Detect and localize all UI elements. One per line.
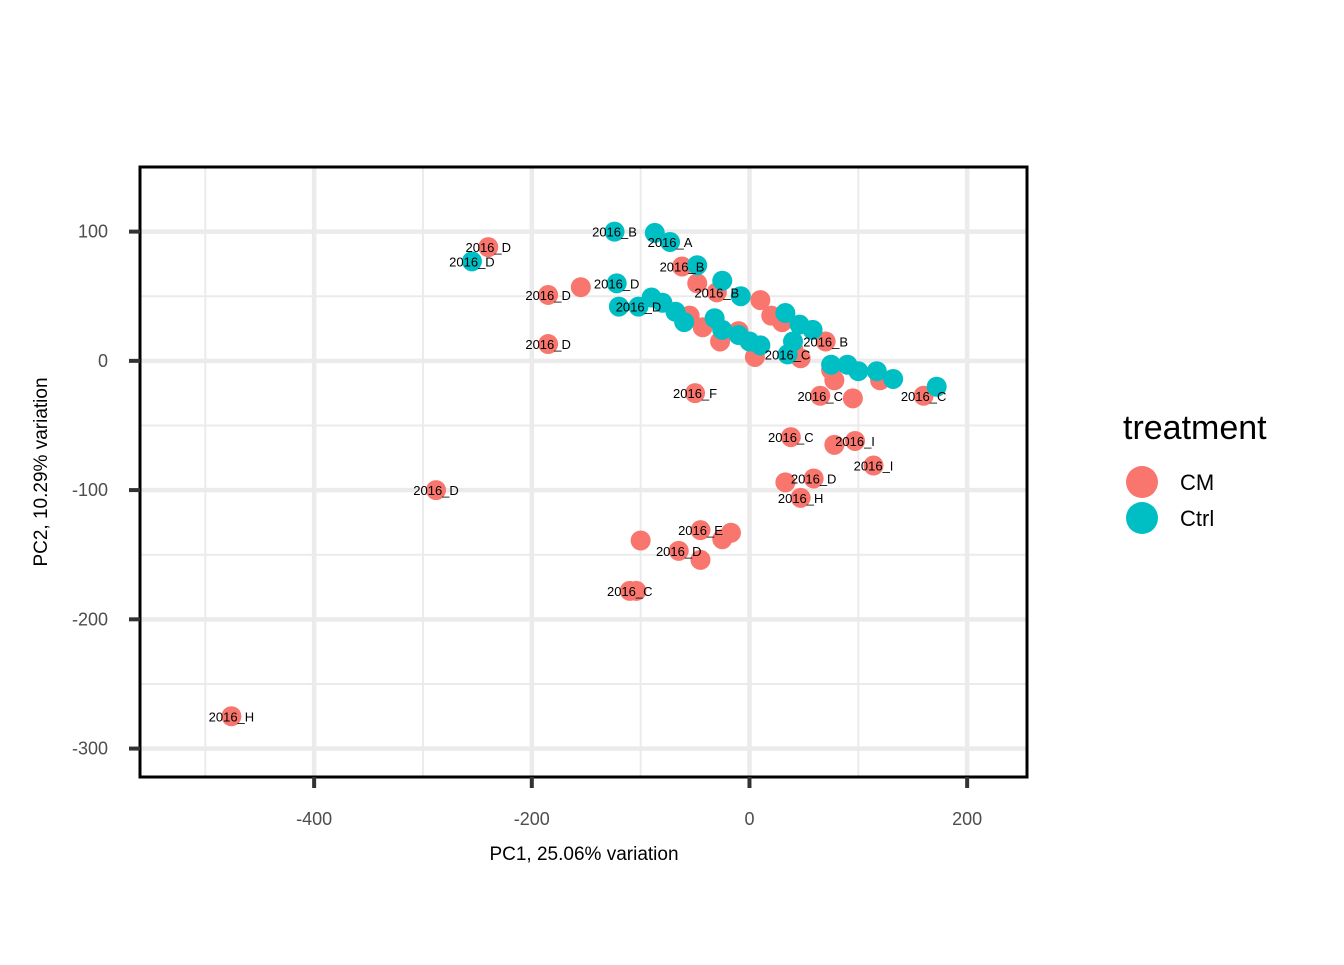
data-point-cm [720, 522, 741, 543]
data-label: 2016_H [209, 709, 255, 724]
data-point-cm [685, 383, 706, 404]
data-point-cm [671, 256, 692, 277]
data-point-cm [845, 430, 866, 451]
data-point-cm [810, 385, 831, 406]
data-label: 2016_D [616, 300, 662, 315]
y-tick-label: 100 [78, 222, 108, 242]
data-point-ctrl [750, 335, 771, 356]
data-label: 2016_I [854, 459, 894, 474]
data-label: 2016_D [465, 240, 511, 255]
data-point-cm [668, 540, 689, 561]
data-label: 2016_C [607, 584, 653, 599]
legend-key-cm [1126, 466, 1158, 498]
y-tick-label: -200 [72, 609, 108, 629]
panel-border [138, 165, 1029, 779]
data-label: 2016_C [768, 430, 814, 445]
x-axis-title: PC1, 25.06% variation [489, 844, 678, 865]
data-point-cm [538, 284, 559, 305]
data-point-ctrl [461, 251, 482, 272]
y-tick-label: 0 [98, 351, 108, 371]
data-point-ctrl [883, 368, 904, 389]
y-tick-label: -300 [72, 739, 108, 759]
data-point-ctrl [926, 376, 947, 397]
data-point-cm [842, 388, 863, 409]
data-point-cm [690, 520, 711, 541]
data-point-ctrl [712, 319, 733, 340]
data-point-cm [775, 472, 796, 493]
data-label: 2016_D [449, 254, 495, 269]
data-point-ctrl [712, 270, 733, 291]
data-label: 2016_B [660, 260, 705, 275]
data-point-cm [626, 580, 647, 601]
data-point-ctrl [775, 303, 796, 324]
data-label: 2016_I [835, 434, 875, 449]
data-point-ctrl [644, 222, 665, 243]
data-label: 2016_D [656, 544, 702, 559]
data-label: 2016_E [678, 523, 723, 538]
data-point-ctrl [802, 319, 823, 340]
data-point-ctrl [866, 361, 887, 382]
legend-title: treatment [1123, 409, 1267, 447]
x-tick-label: -200 [514, 809, 550, 829]
grid-layer [140, 167, 1027, 777]
data-point-cm [538, 334, 559, 355]
data-label: 2016_C [797, 389, 843, 404]
data-point-cm [803, 468, 824, 489]
legend-label-cm: CM [1180, 470, 1214, 495]
data-point-ctrl [821, 354, 842, 375]
data-label: 2016_B [803, 334, 848, 349]
x-tick-label: 200 [952, 809, 982, 829]
data-label: 2016_B [694, 285, 739, 300]
data-label: 2016_C [901, 389, 947, 404]
data-label: 2016_H [778, 491, 824, 506]
data-point-cm [824, 434, 845, 455]
data-point-ctrl [730, 286, 751, 307]
data-point-cm [570, 277, 591, 298]
data-point-cm [426, 480, 447, 501]
data-point-cm [863, 455, 884, 476]
data-label: 2016_A [648, 235, 693, 250]
data-point-ctrl [608, 296, 629, 317]
data-point-cm [630, 530, 651, 551]
data-label: 2016_D [413, 483, 459, 498]
data-point-cm [687, 273, 708, 294]
data-label: 2016_D [791, 471, 837, 486]
data-point-ctrl [604, 221, 625, 242]
data-label: 2016_B [592, 225, 637, 240]
legend: treatment CM Ctrl [1123, 409, 1267, 534]
x-tick-label: 0 [744, 809, 754, 829]
data-point-ctrl [687, 255, 708, 276]
legend-label-ctrl: Ctrl [1180, 506, 1214, 531]
data-point-cm [221, 706, 242, 727]
data-point-ctrl [660, 231, 681, 252]
data-point-cm [780, 427, 801, 448]
data-point-cm [790, 487, 811, 508]
x-tick-label: -400 [296, 809, 332, 829]
data-label: 2016_D [525, 288, 571, 303]
data-point-cm [824, 370, 845, 391]
data-point-cm [690, 549, 711, 570]
point-labels-layer: 2016_H2016_D2016_D2016_D2016_D2016_F2016… [209, 225, 947, 725]
data-point-cm [478, 237, 499, 258]
data-point-ctrl [674, 312, 695, 333]
data-label: 2016_D [525, 337, 571, 352]
data-point-cm [815, 331, 836, 352]
data-label: 2016_D [594, 276, 640, 291]
y-tick-label: -100 [72, 480, 108, 500]
y-axis-title: PC2, 10.29% variation [31, 377, 52, 566]
data-point-ctrl [848, 361, 869, 382]
legend-key-ctrl [1126, 502, 1158, 534]
data-point-cm [750, 290, 771, 311]
data-label: 2016_F [673, 386, 717, 401]
data-label: 2016_C [765, 347, 811, 362]
axes-layer: -400 -200 0 200 100 0 -100 -200 -300 [72, 222, 982, 829]
points-layer [221, 221, 947, 727]
data-point-ctrl [606, 273, 627, 294]
data-point-ctrl [777, 344, 798, 365]
